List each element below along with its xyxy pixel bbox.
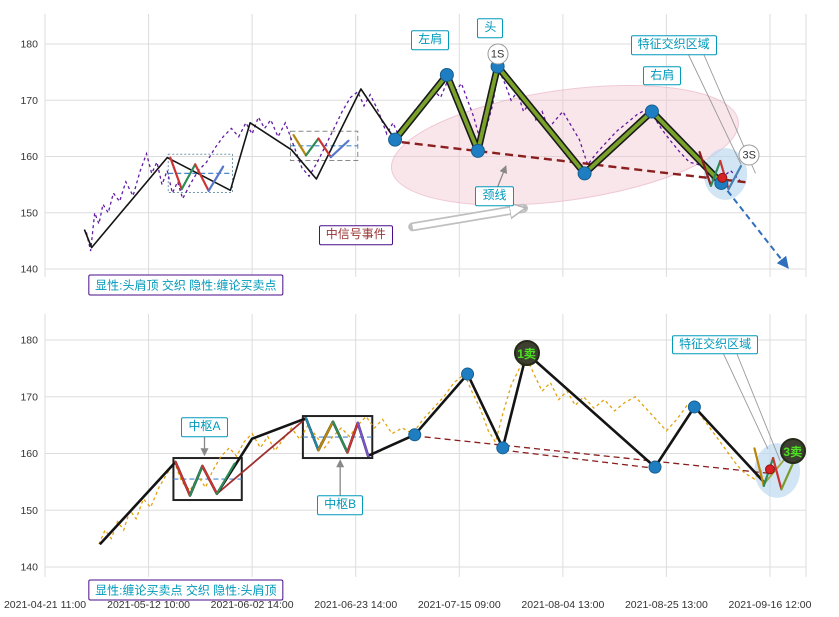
y-axis-tick-label: 180 [20, 335, 38, 347]
segment-detail-line [304, 137, 320, 157]
segment-detail-line [346, 421, 359, 454]
pivot-dot [648, 460, 662, 474]
segment-detail-line [317, 137, 332, 159]
x-axis-tick-label: 2021-06-23 14:00 [314, 599, 397, 611]
segment-detail-line [709, 159, 722, 187]
segment-detail-line [317, 420, 335, 452]
pivot-dot [439, 67, 454, 82]
segment-detail-line [329, 139, 350, 159]
segment-detail-line [169, 156, 183, 191]
price-line [98, 355, 763, 545]
trend-line [502, 449, 656, 469]
segment-detail-line [780, 460, 795, 491]
segment-detail-line [331, 420, 349, 454]
segment-detail-line [194, 163, 210, 192]
leader-line [686, 51, 742, 165]
y-axis-tick-label: 150 [20, 207, 38, 219]
x-axis-tick-label: 2021-09-16 12:00 [729, 599, 812, 611]
y-axis-tick-label: 140 [20, 562, 38, 574]
breakdown-arrow-line [720, 182, 789, 269]
signal-red-dot [764, 464, 775, 475]
neckline [388, 139, 748, 184]
pivot-dot [388, 132, 403, 147]
y-axis-tick-label: 170 [20, 391, 38, 403]
pivot-dot [687, 400, 701, 414]
y-axis-tick-label: 160 [20, 151, 38, 163]
y-axis-tick-label: 180 [20, 39, 38, 51]
segment-detail-line [174, 460, 192, 497]
pivot-dot [408, 428, 422, 442]
annotation-arrow [495, 165, 508, 190]
x-axis-tick-label: 2021-07-15 09:00 [418, 599, 501, 611]
pivot-dot [496, 441, 510, 455]
trend-line [414, 435, 771, 475]
signal-red-dot [717, 172, 728, 183]
segment-detail-line [215, 462, 236, 495]
y-axis-tick-label: 150 [20, 505, 38, 517]
pivot-dot [461, 367, 475, 381]
x-axis-tick-label: 2021-08-25 13:00 [625, 599, 708, 611]
pivot-dot [490, 59, 505, 74]
x-axis-tick-label: 2021-08-04 13:00 [521, 599, 604, 611]
overlay-line [216, 417, 307, 495]
pivot-dot [577, 166, 592, 181]
segment-detail-line [188, 464, 204, 497]
segment-detail-line [356, 421, 370, 457]
segment-detail-line [180, 163, 197, 191]
zigzag-line [98, 351, 766, 546]
segment-detail-line [201, 464, 219, 495]
x-axis-tick-label: 2021-05-12 10:00 [107, 599, 190, 611]
price-line [85, 67, 742, 252]
segment-detail-line [292, 134, 308, 157]
segment-detail-line [304, 417, 320, 452]
leader-line [736, 353, 781, 462]
segment-detail-line [771, 456, 783, 491]
y-axis-tick-label: 160 [20, 448, 38, 460]
x-axis-tick-label: 2021-04-21 11:00 [4, 599, 86, 611]
pivot-dot [644, 104, 659, 119]
leader-line [722, 353, 769, 450]
segment-detail-line [698, 150, 713, 187]
segment-detail-line [207, 165, 225, 192]
annotation-arrow [412, 208, 524, 230]
pivot-dot [470, 143, 485, 158]
segment-detail-line [727, 164, 743, 191]
feature-zone-glow [703, 148, 748, 200]
segment-detail-line [753, 447, 765, 487]
y-axis-tick-label: 170 [20, 95, 38, 107]
x-axis-tick-label: 2021-06-02 14:00 [211, 599, 294, 611]
y-axis-tick-label: 140 [20, 264, 38, 276]
